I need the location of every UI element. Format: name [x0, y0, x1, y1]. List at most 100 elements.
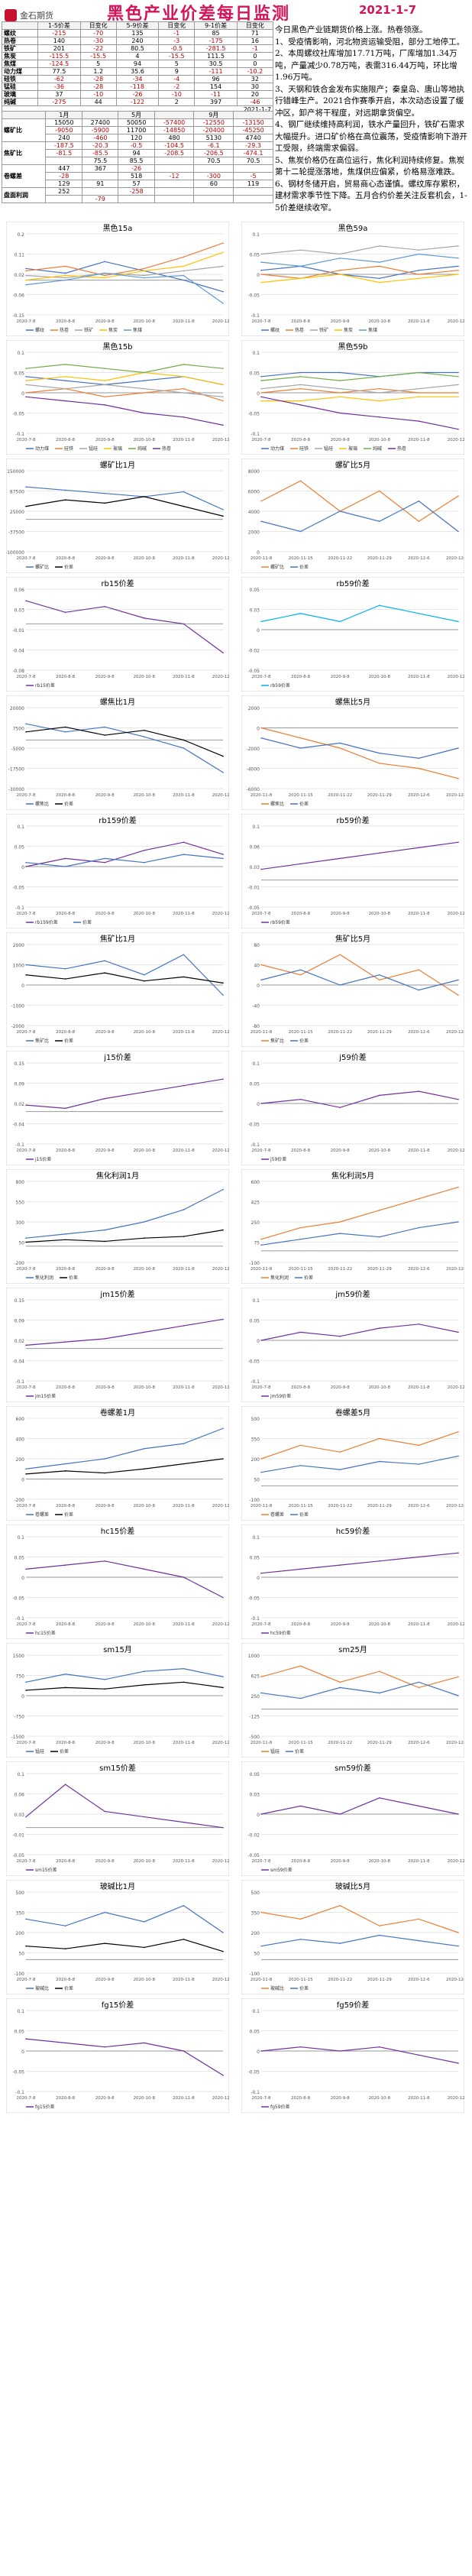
- data-point: [260, 387, 262, 390]
- data-point: [183, 1904, 185, 1907]
- table-cell: -208.5: [154, 149, 195, 157]
- row-label: 焦煤: [1, 60, 39, 68]
- data-point: [299, 1465, 302, 1466]
- data-point: [379, 1460, 380, 1463]
- table-cell: 27400: [82, 118, 119, 127]
- data-point: [418, 274, 420, 275]
- data-point: [379, 400, 380, 402]
- y-tick-label: 0: [257, 550, 260, 556]
- chart-title: j59价差: [338, 1052, 367, 1062]
- data-point: [104, 1338, 105, 1340]
- series-line: [25, 2038, 224, 2076]
- table-cell: 9: [158, 67, 196, 76]
- data-point: [379, 265, 380, 267]
- data-point: [260, 621, 262, 623]
- x-tick-label: 2020-10-8: [369, 1149, 391, 1153]
- x-tick-label: 2020-12-6: [408, 1504, 430, 1508]
- data-point: [457, 2062, 459, 2064]
- data-point: [260, 500, 262, 502]
- chart-title: hc15价差: [101, 1526, 135, 1536]
- series-line: [25, 1230, 224, 1243]
- x-tick-label: 2020-11-22: [328, 556, 352, 561]
- data-point: [339, 1221, 341, 1223]
- series-line: [260, 1665, 459, 1689]
- data-point: [457, 392, 459, 394]
- data-point: [339, 258, 341, 259]
- y-tick-label: -0.05: [247, 906, 260, 911]
- data-point: [183, 376, 185, 377]
- chart-svg: jm15价差 -0.1 -0.04 0.02 0.09 0.15 2020-7-8 2020-…: [6, 1288, 229, 1402]
- legend-label: 热卷: [397, 446, 406, 452]
- table-cell: -28: [79, 75, 117, 83]
- data-point: [64, 1948, 66, 1949]
- y-tick-label: 0: [21, 391, 24, 397]
- data-point: [64, 1470, 66, 1472]
- legend-label: 螺矿比: [270, 564, 284, 570]
- data-point: [260, 979, 262, 981]
- data-point: [260, 392, 262, 394]
- chart-svg: rb15价差 -0.08 -0.04 -0.01 0.03 0.06 2020-7-8 202…: [6, 577, 229, 692]
- x-tick-label: 2020-12-8: [212, 675, 229, 679]
- data-point: [25, 274, 27, 277]
- x-tick-label: 2020-7-8: [252, 1859, 271, 1864]
- table-cell: 201: [37, 44, 81, 53]
- series-line: [260, 969, 459, 991]
- y-tick-label: -1000: [11, 1004, 25, 1009]
- data-point: [64, 726, 66, 728]
- x-tick-label: 2020-12-8: [448, 319, 464, 324]
- chart-svg: 焦化利润1月 -200 50 300 550 800 2020-7-8 2020-8-8 202…: [6, 1169, 229, 1284]
- x-tick-label: 2020-11-8: [251, 1978, 273, 1982]
- chart-svg: fg15价差 -0.1 -0.05 0 0.05 0.1 2020-7-8 2020-8-8 2…: [6, 1998, 229, 2113]
- data-point: [260, 269, 262, 271]
- chart-title: 焦矿比5月: [335, 934, 370, 944]
- data-point: [183, 387, 185, 390]
- y-tick-label: 0: [21, 1576, 24, 1581]
- x-tick-label: 2020-11-22: [328, 1741, 352, 1745]
- y-tick-label: 0.06: [15, 1793, 25, 1798]
- legend-label: 锰硅: [35, 1748, 44, 1755]
- table-cell: -111: [194, 67, 238, 76]
- data-point: [183, 954, 185, 956]
- series-line: [25, 496, 224, 517]
- x-tick-label: 2020-10-8: [134, 1978, 156, 1982]
- y-tick-label: 200: [16, 1457, 25, 1463]
- data-point: [144, 2042, 145, 2044]
- table-header-cell: [233, 111, 273, 119]
- data-point: [299, 863, 302, 865]
- x-tick-label: 2020-12-13: [446, 1741, 464, 1745]
- chart-c23: hc15价差 -0.1 -0.05 0 0.05 0.1 2020-7-8 2020-8-8 2…: [6, 1525, 229, 1639]
- table-header-cell: 1月: [45, 111, 83, 119]
- series-line: [260, 737, 459, 759]
- row-label: 焦炭: [1, 52, 39, 60]
- legend-label: 螺矿比: [35, 564, 49, 570]
- series-line: [25, 388, 224, 402]
- chart-title: rb159价差: [99, 815, 137, 825]
- table-cell: -118: [115, 83, 160, 91]
- chart-c2: 黑色59a -0.1 -0.05 0 0.05 0.1 2020-7-8 2020-8-8 20…: [241, 222, 464, 336]
- market-commentary: 今日黑色产业链期货价格上涨。热卷领涨。 1、受疫情影响，河北物资运输受阻，部分工地…: [275, 24, 469, 214]
- data-point: [183, 739, 185, 741]
- x-tick-label: 2020-12-8: [448, 675, 464, 679]
- data-point: [222, 424, 224, 426]
- legend-label: 焦化利润: [35, 1275, 53, 1281]
- chart-frame: [241, 1406, 464, 1521]
- table-cell: 5130: [193, 134, 234, 142]
- data-point: [144, 392, 145, 394]
- data-point: [25, 1945, 27, 1947]
- y-tick-label: -0.05: [12, 886, 24, 891]
- data-point: [144, 736, 145, 737]
- chart-title: rb15价差: [101, 578, 134, 588]
- table-row: 盘面利润 252 -258: [1, 187, 273, 203]
- table-cell: -124.5: [37, 60, 81, 68]
- x-tick-label: 2020-9-8: [331, 319, 350, 324]
- chart-frame: [241, 1998, 464, 2113]
- data-point: [144, 617, 145, 619]
- series-line: [25, 384, 224, 397]
- data-point: [104, 1810, 105, 1813]
- table-cell: -1: [158, 29, 196, 37]
- data-point: [457, 384, 459, 386]
- commentary-paragraph: 4、钢厂继续维持高利润，铁水产量回升，铁矿石需求大幅提升。进口矿价格在高位震荡，…: [275, 120, 467, 153]
- data-point: [64, 400, 66, 402]
- legend-label: 硅铁: [64, 446, 73, 452]
- legend-label: 焦煤: [133, 327, 142, 333]
